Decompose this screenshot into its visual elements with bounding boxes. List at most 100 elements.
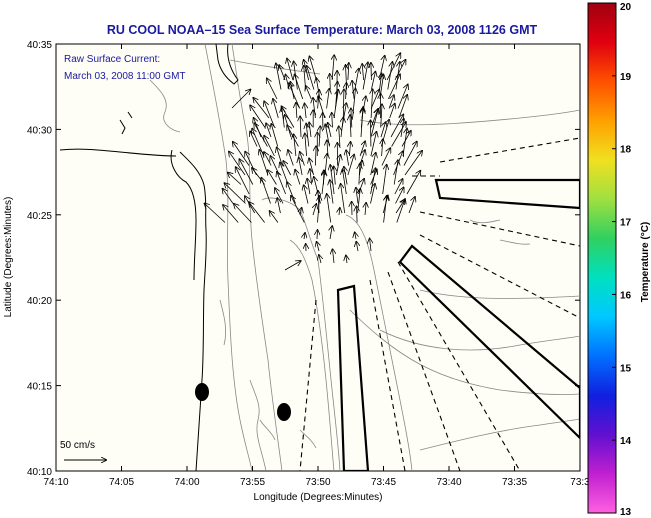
current-vector	[264, 152, 272, 166]
colorbar	[587, 2, 617, 514]
current-vector	[304, 185, 309, 204]
colorbar-tick-label: 14	[620, 436, 632, 447]
current-vector	[330, 226, 332, 240]
current-vector	[300, 208, 302, 216]
current-vector	[343, 170, 347, 195]
current-vector	[381, 148, 390, 166]
x-tick-label: 74:10	[43, 477, 68, 488]
current-vector	[404, 151, 422, 176]
current-vector	[270, 211, 279, 223]
current-vector	[307, 179, 310, 195]
current-vector	[406, 171, 420, 195]
current-vector	[288, 150, 294, 166]
x-axis-label: Longitude (Degrees:Minutes)	[254, 492, 383, 503]
current-vector	[333, 249, 335, 264]
current-vector	[294, 134, 296, 157]
current-vector	[330, 74, 331, 90]
current-vector	[395, 188, 404, 204]
x-tick-label: 74:00	[174, 477, 199, 488]
current-vector	[236, 167, 250, 195]
x-axis-ticks: 74:10 74:05 74:00 73:55 73:50 73:45 73:40 73:35…	[43, 44, 590, 488]
current-vector	[370, 168, 376, 195]
current-vector	[310, 57, 317, 81]
current-vector	[234, 204, 252, 223]
y-tick-label: 40:20	[27, 296, 52, 307]
current-vector	[271, 124, 279, 147]
current-vector	[403, 142, 417, 166]
current-vector	[327, 89, 330, 109]
current-vector	[371, 89, 373, 119]
y-axis-ticks: 40:35 40:30 40:25 40:20 40:15 40:10	[27, 40, 580, 478]
current-vector	[267, 79, 278, 100]
current-vector	[381, 104, 382, 128]
current-vector	[266, 123, 272, 138]
current-vector	[264, 136, 275, 157]
current-vector	[205, 204, 226, 223]
current-vector	[228, 173, 242, 185]
current-vector	[391, 122, 406, 147]
current-vector	[317, 242, 319, 252]
current-vector	[332, 113, 333, 128]
current-vector	[346, 150, 349, 166]
current-vector	[295, 75, 304, 100]
current-vector	[261, 178, 271, 204]
current-vector	[304, 233, 305, 240]
current-vector	[334, 167, 336, 185]
current-vector	[300, 117, 301, 138]
current-vector	[393, 160, 398, 185]
current-vector	[299, 158, 302, 176]
current-vector	[317, 230, 318, 240]
current-vector	[275, 188, 284, 204]
radar-sector-lines	[299, 137, 580, 471]
buoy-marker	[277, 403, 291, 421]
y-tick-label: 40:30	[27, 125, 52, 136]
current-vector	[277, 198, 280, 214]
x-tick-label: 73:3	[570, 477, 590, 488]
colorbar-tick-label: 19	[620, 72, 632, 83]
current-vector	[315, 146, 316, 166]
current-vector	[388, 95, 394, 109]
current-vector	[322, 171, 325, 195]
current-vector	[347, 155, 354, 176]
x-tick-label: 73:35	[502, 477, 527, 488]
current-vector	[305, 134, 307, 157]
x-tick-label: 73:55	[240, 477, 265, 488]
current-vector	[382, 139, 383, 157]
current-vector	[362, 63, 368, 90]
current-vector	[253, 98, 270, 119]
current-vector	[384, 196, 387, 223]
current-vector	[225, 183, 246, 204]
current-vector	[387, 62, 393, 90]
current-vector	[319, 255, 321, 264]
current-vector	[370, 109, 378, 138]
current-vector	[277, 172, 286, 195]
current-vector	[365, 203, 366, 216]
current-vector	[268, 170, 277, 185]
x-tick-label: 73:40	[436, 477, 461, 488]
current-vector	[239, 159, 254, 185]
current-vector	[305, 104, 307, 119]
y-tick-label: 40:15	[27, 382, 52, 393]
y-tick-label: 40:25	[27, 211, 52, 222]
current-vector	[382, 165, 387, 195]
current-vector	[355, 233, 356, 240]
current-vector	[327, 194, 332, 223]
current-vector	[396, 199, 405, 223]
current-vector	[276, 64, 282, 90]
current-vector	[356, 242, 358, 252]
current-vector	[370, 239, 371, 252]
current-vector	[273, 99, 279, 119]
current-vector	[380, 122, 386, 138]
buoy-marker	[195, 383, 209, 401]
current-vector	[341, 184, 346, 214]
current-vector	[284, 261, 301, 271]
current-vector	[350, 115, 351, 138]
x-tick-label: 73:50	[305, 477, 330, 488]
current-vector	[361, 109, 363, 138]
current-vector	[371, 63, 372, 81]
colorbar-tick-label: 16	[620, 290, 632, 301]
current-vector	[223, 205, 239, 223]
current-vector	[295, 170, 301, 185]
current-vector	[223, 189, 234, 204]
